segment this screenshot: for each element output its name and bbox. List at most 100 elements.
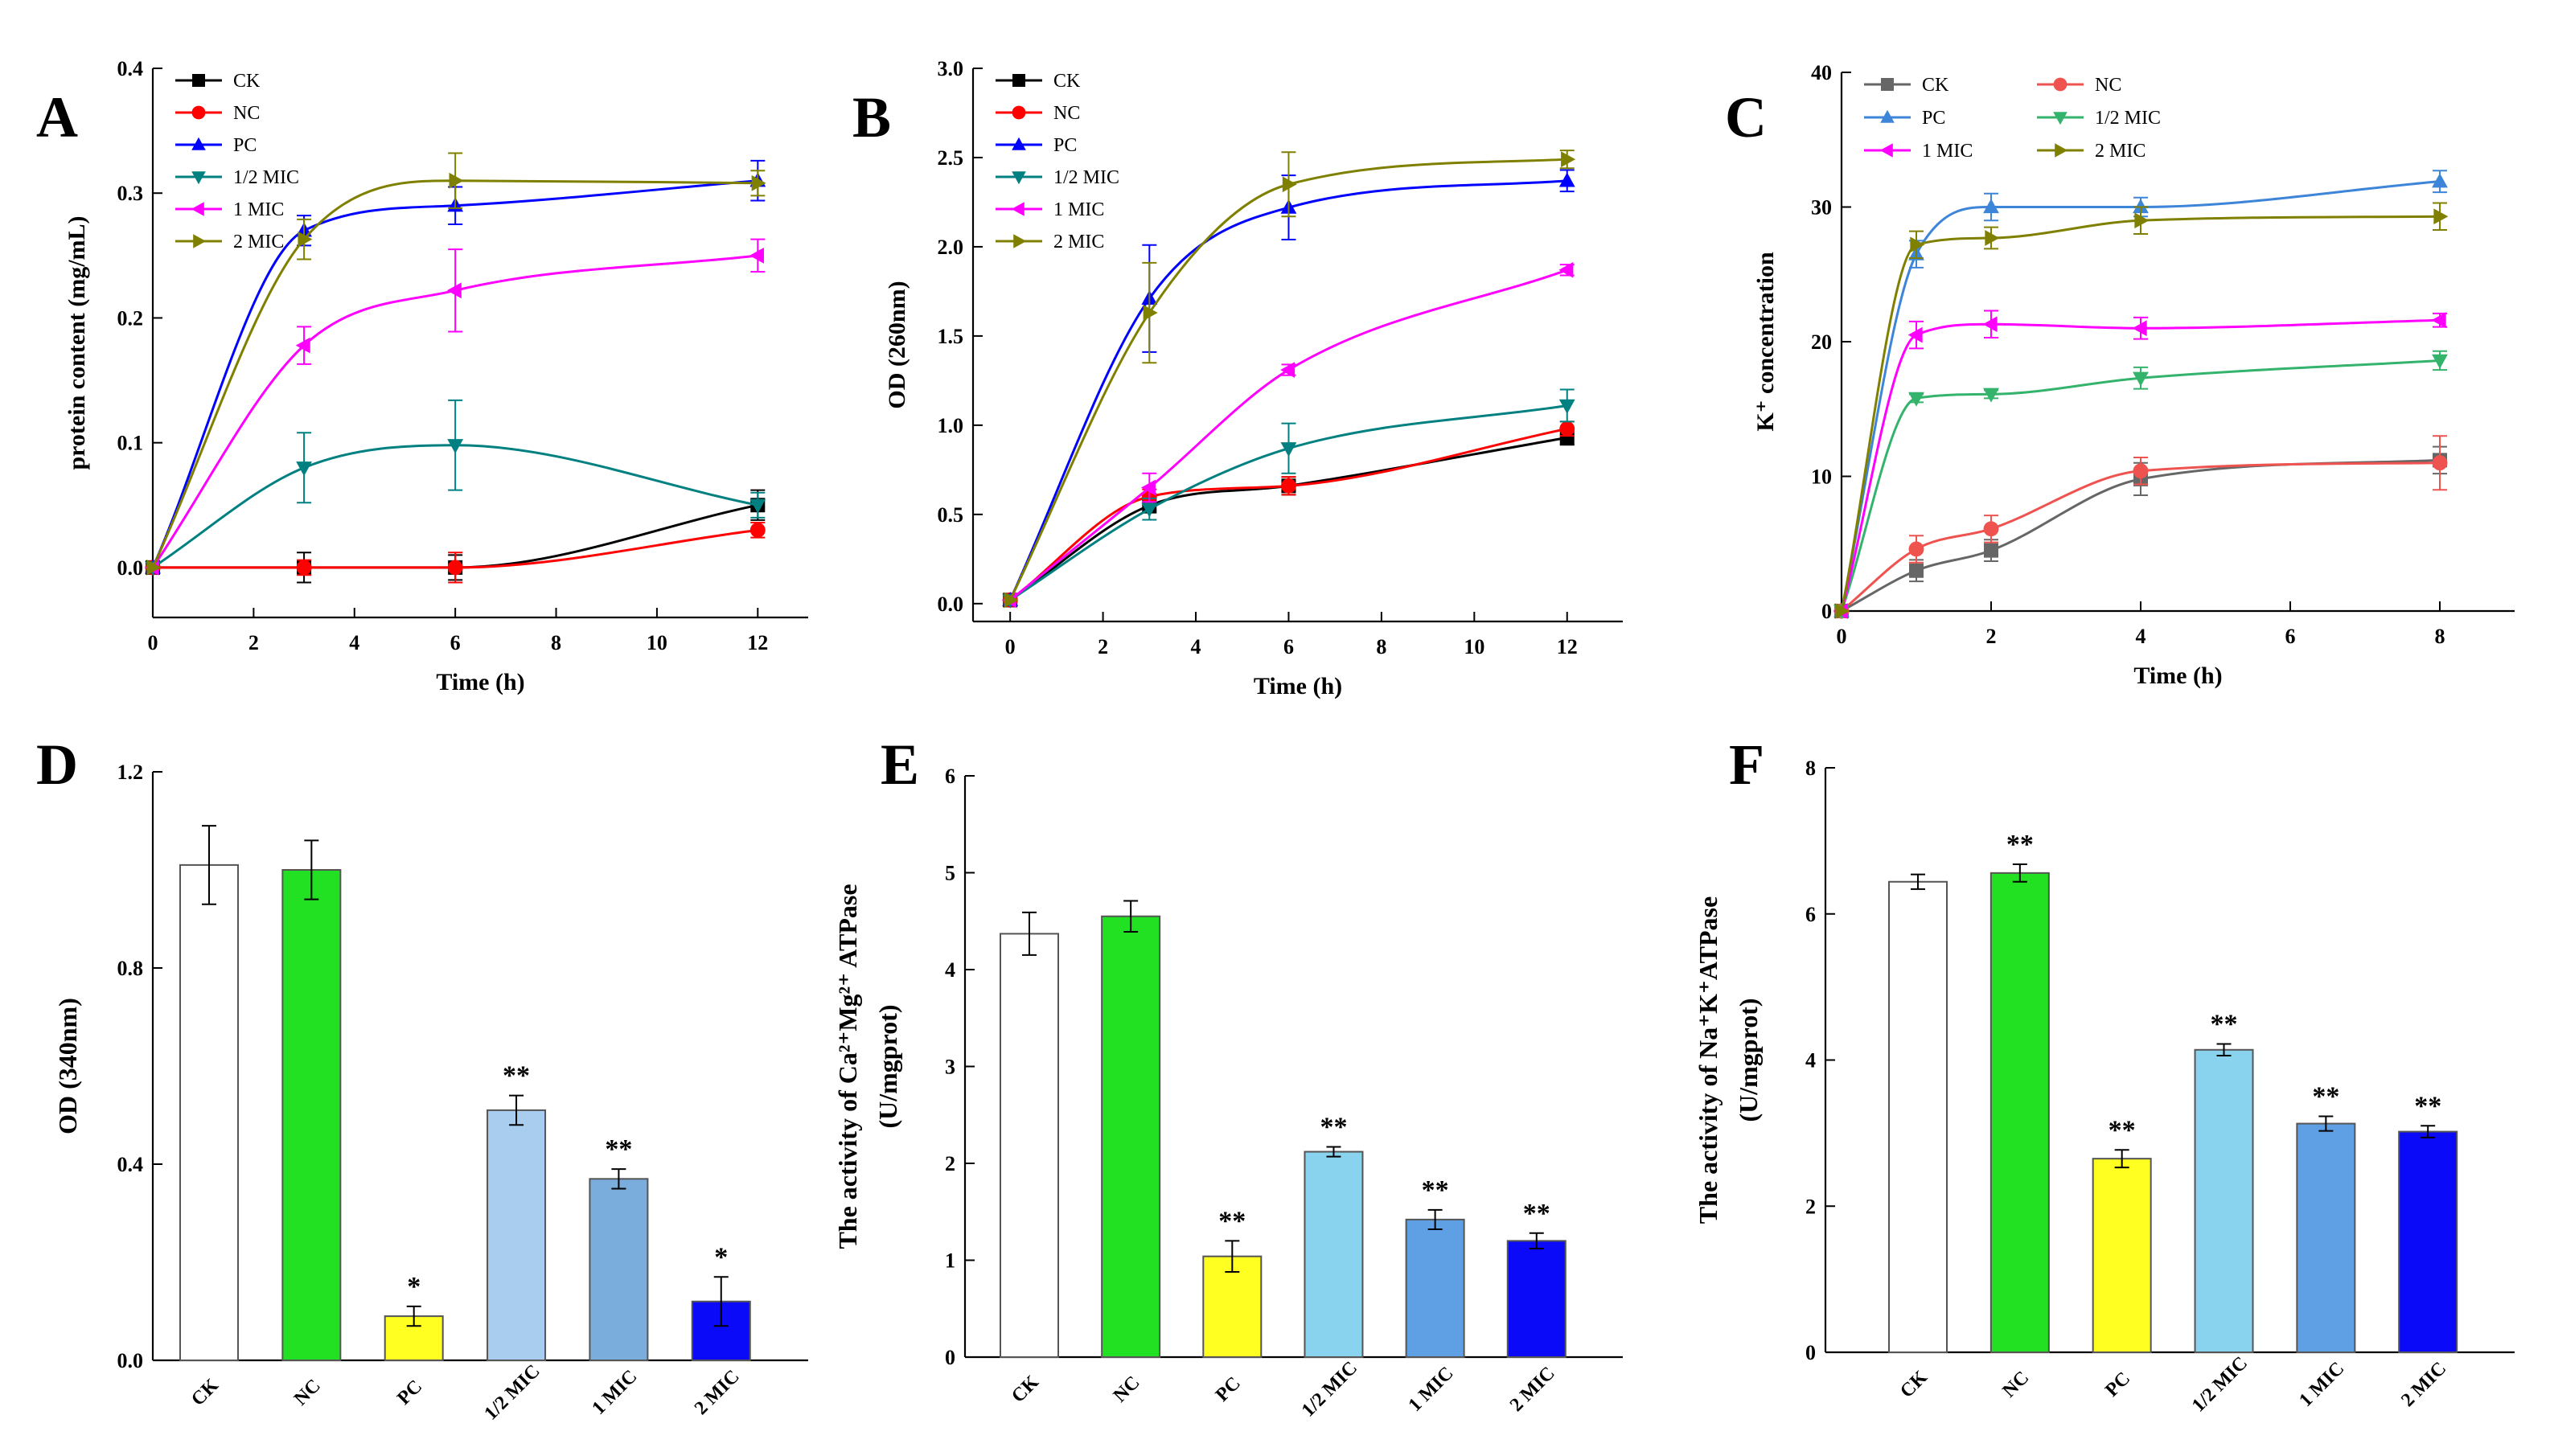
x-tick-label: 0 [1005,635,1016,658]
legend-label: 1/2 MIC [2095,108,2161,129]
y-axis-title: OD (260nm) [884,281,910,408]
legend-marker [1012,137,1026,150]
series-line [153,528,758,569]
data-point [1908,392,1924,407]
data-point [1143,305,1158,321]
bar [1506,1240,1567,1359]
legend-label: 1 MIC [233,199,284,220]
y-tick-label: 0.4 [117,1153,144,1176]
legend-marker [2053,112,2068,125]
data-point [447,560,463,576]
x-tick-label: 2 [1986,625,1997,648]
bar-group-ck: CK [1888,873,1948,1402]
data-point [1835,603,1850,619]
series-line [151,179,758,568]
legend-marker [1881,78,1894,91]
data-point [1280,442,1297,457]
legend-label: PC [1922,108,1945,129]
chart-panel-b: 0.0 0.5 1.0 1.5 2.0 2.5 3.0 0 2 4 6 8 10 12 Time (h) OD… [852,57,1623,699]
legend-label: 2 MIC [1053,232,1104,252]
data-point [146,560,162,576]
significance-label: ** [1320,1113,1347,1142]
data-point [2432,173,2448,188]
series-line [1009,269,1568,601]
y-tick-label: 2.0 [938,236,964,259]
bar [589,1178,649,1362]
x-tick-label: 12 [1557,635,1578,658]
panel-label: B [852,85,891,150]
data-point [2431,312,2446,329]
legend-label: NC [1053,103,1080,124]
legend: CK NC PC 1/2 MIC 1 MIC 2 MIC [996,71,1119,252]
chart-panel-d: 0.00.40.81.2OD (340nm)CK NC*PC**1/2 MIC**… [36,732,808,1425]
x-tick-label: 10 [1464,635,1484,658]
legend-marker [191,137,206,150]
data-point [1558,261,1574,278]
bar-group-ck: CK [179,825,239,1410]
significance-label: ** [2312,1081,2339,1111]
data-point [1983,388,1999,403]
data-point [1984,543,1998,558]
y-tick-label: 0.0 [117,1349,144,1372]
significance-label: ** [503,1061,530,1091]
chart-panel-f: 0 2 4 6 8 The activity of Na⁺K⁺ATPase (U/mgpro… [1694,732,2515,1417]
data-point [751,174,766,191]
y-tick-label: 10 [1811,466,1832,489]
legend-label: 1 MIC [1053,199,1104,220]
data-point [447,439,464,454]
data-point [1908,541,1924,557]
series-line [1008,179,1567,601]
bar [1888,880,1948,1353]
legend-label: 2 MIC [2095,141,2146,162]
legend-marker [1012,74,1025,87]
bar [2296,1122,2356,1354]
y-axis-title: protein content (mg/mL) [64,215,90,470]
data-point [1907,326,1923,343]
x-tick-label: 4 [2136,625,2146,648]
bar [487,1109,547,1362]
y-tick-label: 0.3 [117,182,144,205]
data-point [2433,208,2449,225]
y-tick-label: 0.4 [117,57,144,80]
y-tick-label: 1.2 [117,761,144,784]
y-axis-title: OD (340nm) [53,998,82,1134]
x-tick-label: 6 [450,631,461,654]
data-point [296,560,312,576]
data-point [2432,455,2448,471]
data-point [449,172,464,189]
significance-label: * [714,1242,728,1272]
legend-marker [1879,143,1893,158]
data-point [1558,399,1575,414]
y-tick-label: 4 [945,958,955,982]
x-tick-label: 10 [647,631,667,654]
legend-marker [1012,105,1026,120]
data-point [749,522,766,538]
y-tick-label: 5 [945,862,955,885]
data-point [1280,362,1296,378]
legend-label: CK [1922,75,1949,96]
y-tick-label: 1.0 [938,414,964,437]
series-1-2-mic [1833,350,2448,620]
legend-marker [191,105,206,120]
data-point [2133,371,2149,387]
chart-panel-a: 0.0 0.1 0.2 0.3 0.4 0 2 4 6 8 10 12 Time (h) protein … [36,57,808,695]
legend: CK NC PC 1/2 MIC 1 MIC 2 MIC [1864,75,2161,162]
legend-label: NC [2095,75,2121,96]
data-point [1983,199,1999,214]
y-tick-label: 0 [1805,1341,1816,1364]
bar-group-nc: NC [281,839,342,1410]
bar [1000,933,1059,1359]
panel-label: A [36,85,78,150]
y-tick-label: 6 [945,765,955,788]
significance-label: ** [1218,1206,1246,1236]
y-axis-title: The activity of Na⁺K⁺ATPase [1694,896,1723,1224]
y-tick-label: 3 [945,1056,955,1079]
data-point [1982,316,1998,333]
series-line [151,254,758,568]
data-point [1141,502,1158,518]
y-tick-label: 0.2 [117,306,144,330]
series-line [1841,461,2441,613]
data-point [1004,592,1019,609]
significance-label: ** [2006,830,2034,859]
